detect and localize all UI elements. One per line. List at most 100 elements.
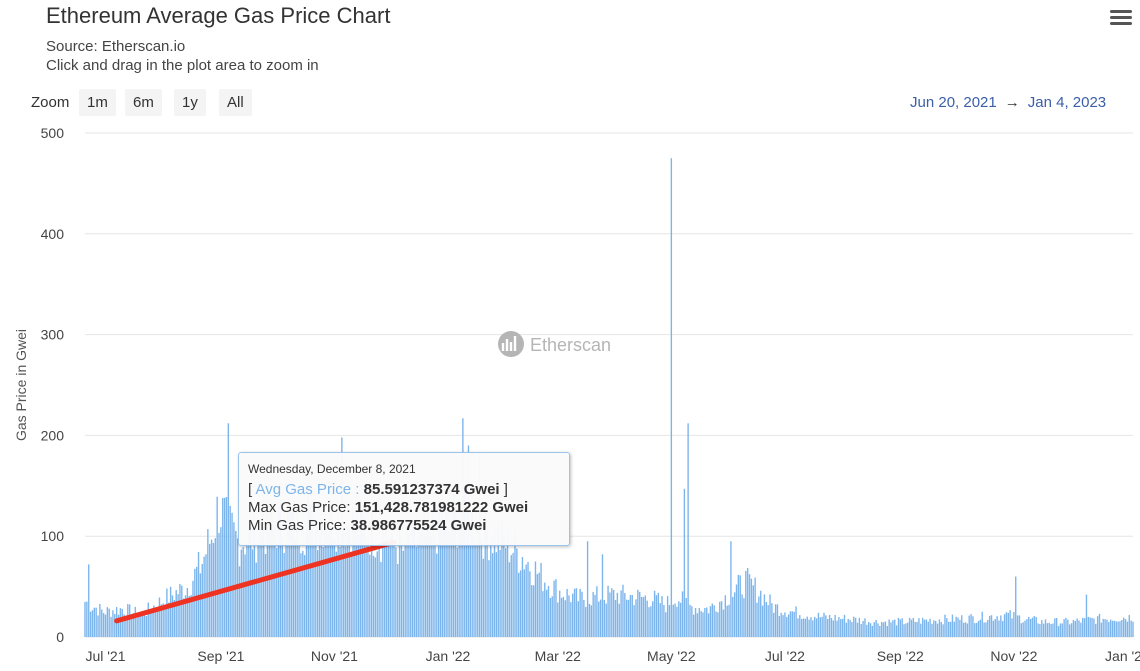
bar[interactable] <box>799 615 801 637</box>
bar[interactable] <box>322 547 324 637</box>
zoom-1m-button[interactable]: 1m <box>79 89 116 116</box>
bar[interactable] <box>689 604 691 637</box>
bar[interactable] <box>158 597 161 637</box>
bar[interactable] <box>1113 620 1116 637</box>
bar[interactable] <box>231 512 233 637</box>
bar[interactable] <box>739 575 741 637</box>
bar[interactable] <box>940 622 942 637</box>
bar[interactable] <box>901 618 903 637</box>
bar[interactable] <box>493 527 496 637</box>
bar[interactable] <box>720 601 723 637</box>
bar[interactable] <box>402 550 404 637</box>
bar[interactable] <box>946 618 948 637</box>
bar[interactable] <box>162 603 164 637</box>
bar[interactable] <box>985 622 987 637</box>
bar[interactable] <box>916 621 918 637</box>
bar[interactable] <box>233 522 235 637</box>
bar[interactable] <box>817 612 820 637</box>
bar[interactable] <box>609 592 611 637</box>
bar[interactable] <box>102 613 105 637</box>
bar[interactable] <box>1009 610 1011 637</box>
bar[interactable] <box>270 503 272 637</box>
bar[interactable] <box>279 498 282 637</box>
bar[interactable] <box>657 592 660 637</box>
bar[interactable] <box>679 602 682 637</box>
bar[interactable] <box>843 614 846 637</box>
bar[interactable] <box>592 592 594 637</box>
bar[interactable] <box>620 590 622 637</box>
bar[interactable] <box>324 526 326 637</box>
bar[interactable] <box>532 585 535 637</box>
bar[interactable] <box>443 529 445 637</box>
bar[interactable] <box>897 617 900 637</box>
bar[interactable] <box>168 602 170 637</box>
bar[interactable] <box>560 597 563 637</box>
bar[interactable] <box>393 540 395 637</box>
bar[interactable] <box>992 620 995 637</box>
bar[interactable] <box>274 527 276 637</box>
bar[interactable] <box>834 614 836 637</box>
bar[interactable] <box>1044 619 1047 637</box>
bar[interactable] <box>1074 620 1076 637</box>
bar[interactable] <box>746 568 749 637</box>
bar[interactable] <box>800 618 803 637</box>
bar[interactable] <box>745 570 747 637</box>
bar[interactable] <box>545 589 548 637</box>
bar[interactable] <box>1054 618 1056 637</box>
bar[interactable] <box>350 554 352 637</box>
bar[interactable] <box>607 585 609 637</box>
bar[interactable] <box>1108 621 1110 637</box>
bar[interactable] <box>88 564 90 637</box>
bar[interactable] <box>181 585 183 637</box>
bar[interactable] <box>307 485 310 637</box>
bar[interactable] <box>266 498 269 637</box>
bar[interactable] <box>979 619 982 637</box>
bar[interactable] <box>194 568 196 637</box>
bar[interactable] <box>830 618 833 637</box>
bar[interactable] <box>925 619 928 637</box>
bar[interactable] <box>694 607 697 637</box>
bar[interactable] <box>469 545 472 637</box>
bar[interactable] <box>201 564 203 637</box>
bar[interactable] <box>1067 619 1069 637</box>
bar[interactable] <box>1085 594 1088 637</box>
bar[interactable] <box>942 624 944 637</box>
bar[interactable] <box>1003 614 1006 637</box>
bar[interactable] <box>268 529 270 637</box>
bar[interactable] <box>1052 623 1054 637</box>
bar[interactable] <box>581 591 583 637</box>
bar[interactable] <box>318 534 321 637</box>
bar[interactable] <box>1020 623 1023 637</box>
bar[interactable] <box>845 622 848 637</box>
bar[interactable] <box>923 619 926 637</box>
bar[interactable] <box>439 521 442 637</box>
bar[interactable] <box>996 616 998 637</box>
bar[interactable] <box>106 607 109 637</box>
bar[interactable] <box>192 580 194 637</box>
bar[interactable] <box>428 525 431 637</box>
bar[interactable] <box>465 510 468 637</box>
bar[interactable] <box>452 490 455 637</box>
bar[interactable] <box>884 621 887 637</box>
bar[interactable] <box>136 617 138 637</box>
bar[interactable] <box>518 572 520 637</box>
bar[interactable] <box>1106 619 1108 637</box>
bar[interactable] <box>1026 619 1028 637</box>
bar[interactable] <box>365 541 367 637</box>
bar[interactable] <box>864 618 866 637</box>
bar[interactable] <box>1065 617 1067 637</box>
bar[interactable] <box>987 619 989 637</box>
bar[interactable] <box>931 623 933 637</box>
bar[interactable] <box>1128 614 1130 637</box>
bar[interactable] <box>972 616 974 637</box>
bar[interactable] <box>464 488 466 637</box>
bar[interactable] <box>475 544 477 637</box>
bar[interactable] <box>419 530 421 637</box>
bar[interactable] <box>927 621 929 637</box>
bar[interactable] <box>142 611 144 637</box>
bar[interactable] <box>1042 623 1045 637</box>
bar[interactable] <box>359 498 362 637</box>
bar[interactable] <box>612 589 615 637</box>
bar[interactable] <box>873 622 875 637</box>
bar[interactable] <box>888 619 890 637</box>
